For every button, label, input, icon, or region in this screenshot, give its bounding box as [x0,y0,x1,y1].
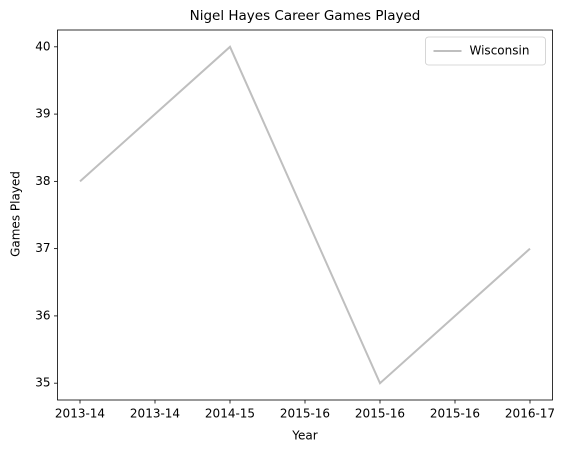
x-tick-label: 2015-16 [430,407,480,421]
axes-frame [57,29,553,401]
line-series [79,45,531,385]
legend-box [425,36,546,66]
y-tick-label: 36 [35,308,50,322]
legend-label: Wisconsin [470,44,530,58]
x-tick-label: 2015-16 [280,407,330,421]
y-tick-label: 35 [35,376,50,390]
y-tick-label: 38 [35,174,50,188]
y-axis-label: Games Played [9,171,23,257]
x-axis-label: Year [291,429,317,443]
chart-title: Nigel Hayes Career Games Played [190,8,421,24]
y-tick-label: 37 [35,241,50,255]
x-tick-label: 2014-15 [205,407,255,421]
y-tick-label: 39 [35,107,50,121]
x-tick-label: 2013-14 [130,407,180,421]
x-tick-label: 2015-16 [355,407,405,421]
x-tick-label: 2016-17 [505,407,555,421]
y-tick-label: 40 [35,39,50,53]
x-tick-label: 2013-14 [55,407,105,421]
